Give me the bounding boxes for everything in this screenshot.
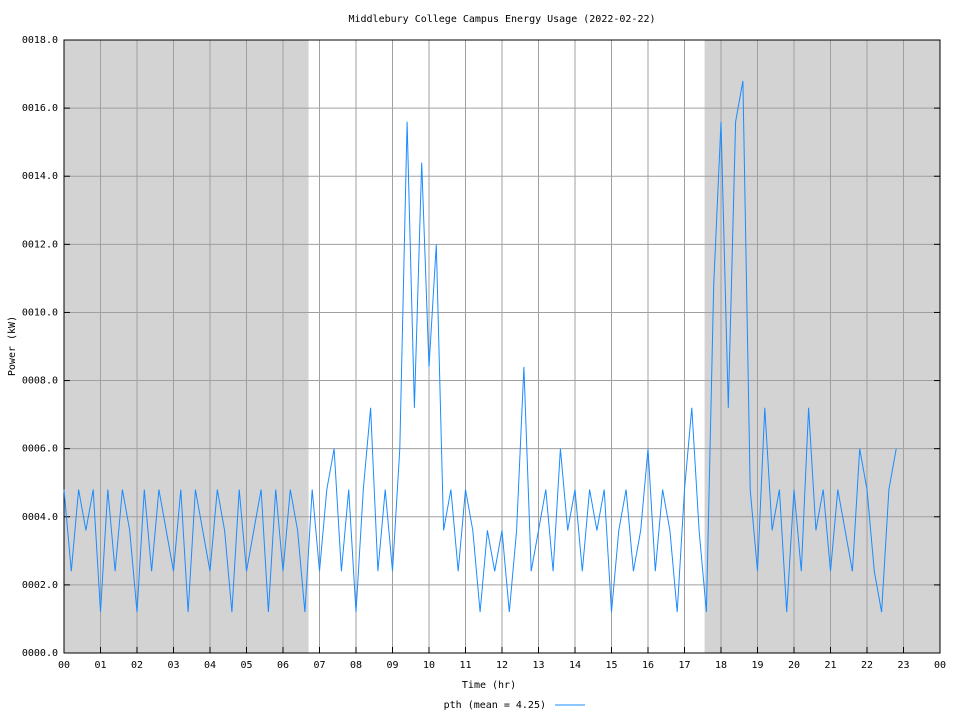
x-tick-label: 06 — [277, 660, 289, 671]
chart-title: Middlebury College Campus Energy Usage (… — [348, 14, 655, 25]
y-tick-label: 0002.0 — [22, 580, 58, 591]
y-tick-label: 0004.0 — [22, 512, 58, 523]
x-tick-label: 17 — [678, 660, 690, 671]
y-tick-label: 0010.0 — [22, 307, 58, 318]
plot-frame — [63, 39, 941, 654]
y-tick-label: 0018.0 — [22, 35, 58, 46]
x-tick-label: 00 — [934, 660, 946, 671]
y-tick-label: 0008.0 — [22, 376, 58, 387]
x-tick-label: 22 — [861, 660, 873, 671]
x-tick-label: 02 — [131, 660, 143, 671]
x-tick-label: 12 — [496, 660, 508, 671]
y-axis-label: Power (kW) — [7, 316, 18, 376]
x-tick-label: 11 — [459, 660, 471, 671]
data-line — [63, 80, 897, 613]
x-tick-label: 07 — [313, 660, 325, 671]
night-shade — [704, 40, 940, 653]
x-axis-label: Time (hr) — [462, 680, 516, 691]
x-tick-label: 19 — [751, 660, 763, 671]
y-tick-label: 0000.0 — [22, 648, 58, 659]
y-tick-label: 0016.0 — [22, 103, 58, 114]
y-tick-label: 0012.0 — [22, 239, 58, 250]
x-tick-label: 14 — [569, 660, 581, 671]
x-tick-label: 04 — [204, 660, 216, 671]
x-tick-label: 00 — [58, 660, 70, 671]
x-tick-label: 09 — [386, 660, 398, 671]
x-tick-label: 16 — [642, 660, 654, 671]
x-tick-label: 05 — [240, 660, 252, 671]
x-tick-label: 13 — [532, 660, 544, 671]
y-tick-label: 0014.0 — [22, 171, 58, 182]
x-tick-label: 20 — [788, 660, 800, 671]
x-tick-label: 08 — [350, 660, 362, 671]
x-tick-label: 01 — [94, 660, 106, 671]
x-tick-label: 15 — [605, 660, 617, 671]
x-tick-label: 03 — [167, 660, 179, 671]
y-tick-label: 0006.0 — [22, 444, 58, 455]
x-tick-label: 18 — [715, 660, 727, 671]
x-tick-label: 10 — [423, 660, 435, 671]
legend-label: pth (mean = 4.25) — [444, 700, 546, 711]
x-tick-label: 23 — [897, 660, 909, 671]
night-shade — [64, 40, 309, 653]
x-tick-label: 21 — [824, 660, 836, 671]
